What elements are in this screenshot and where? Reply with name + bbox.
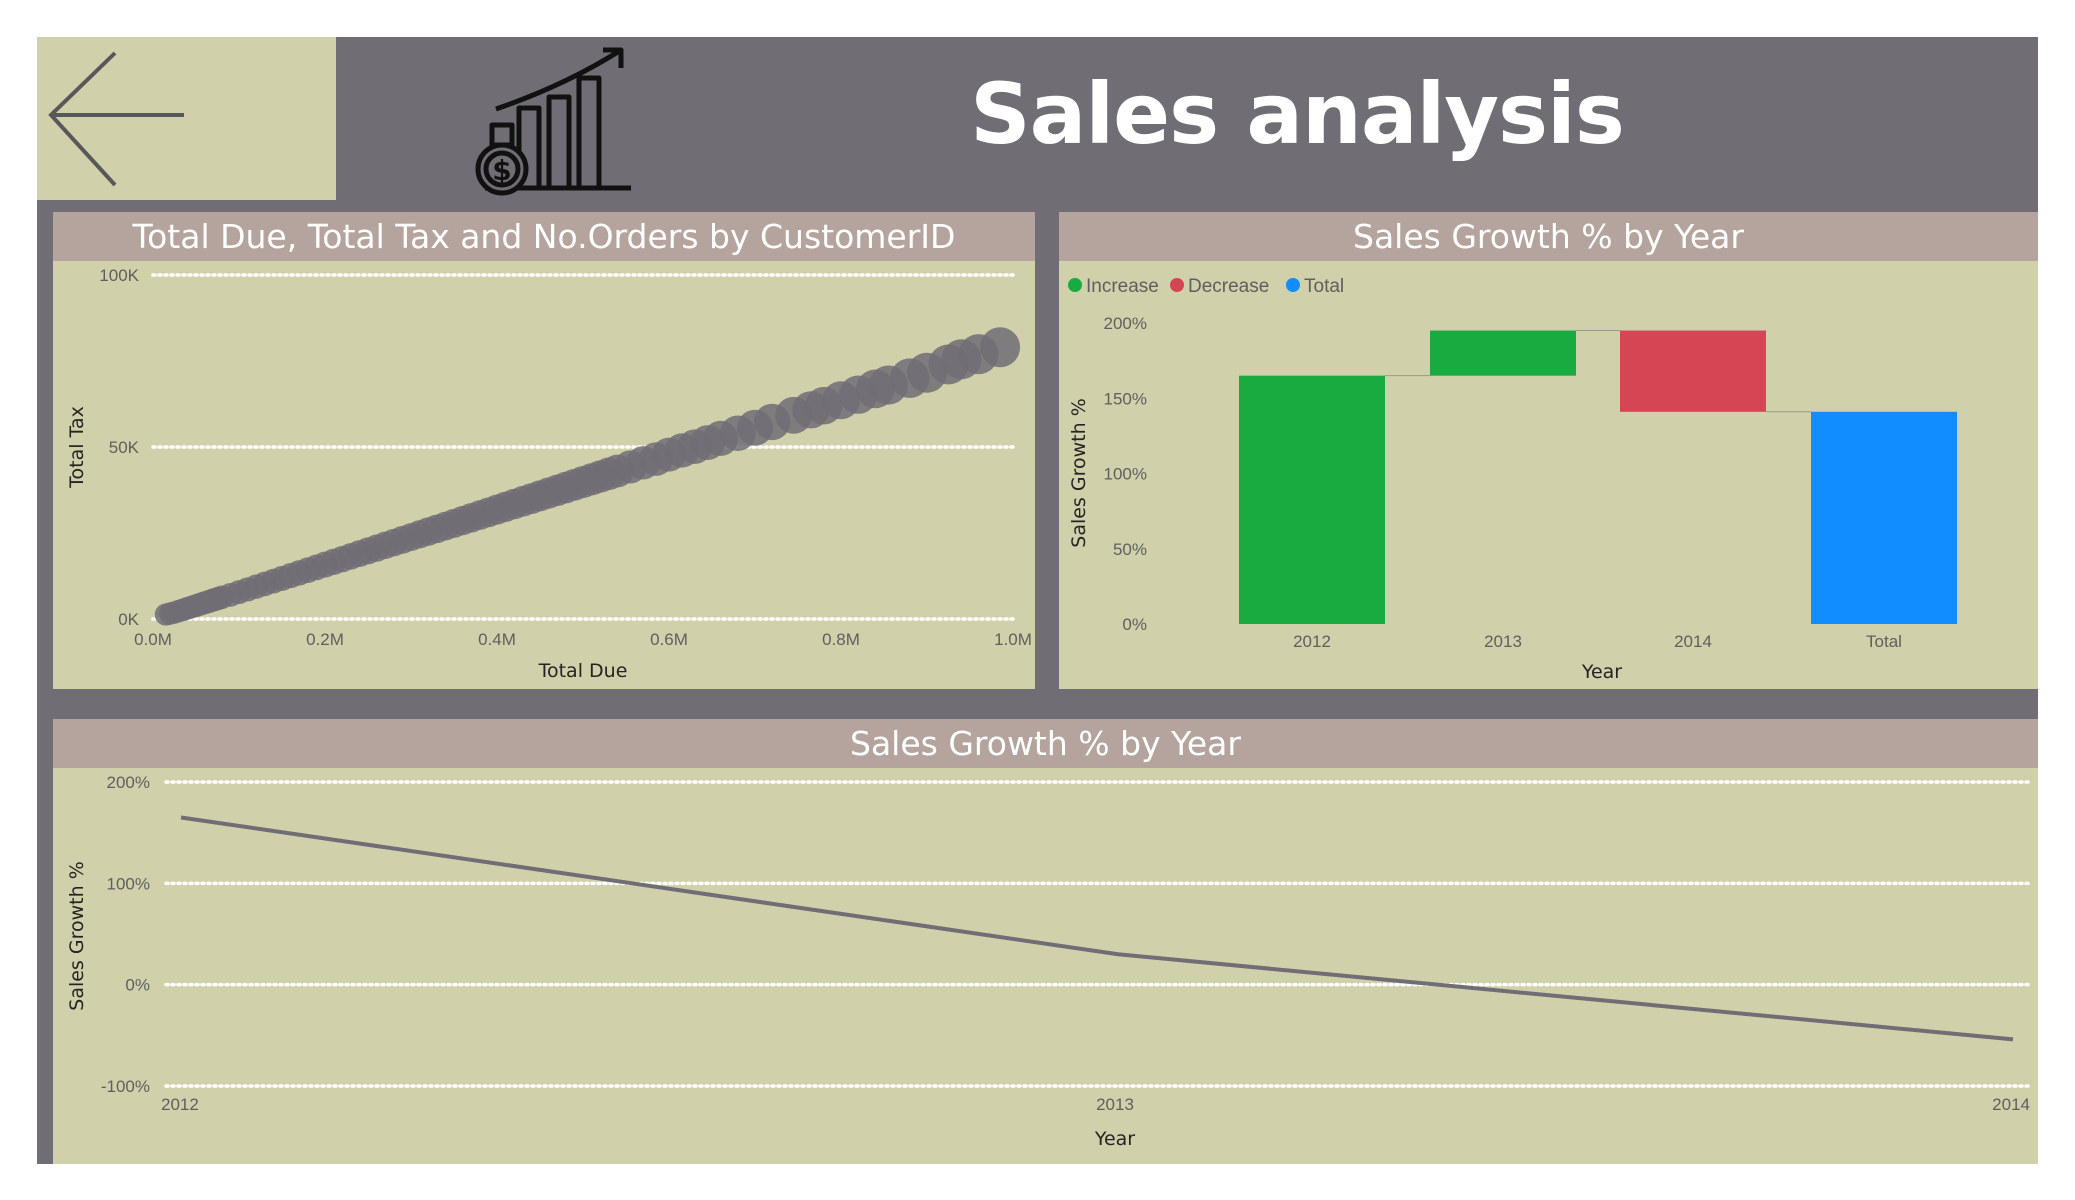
x-tick-label: Total bbox=[1866, 632, 1902, 651]
y-tick-label: 200% bbox=[1104, 314, 1147, 333]
y-tick-label: -100% bbox=[101, 1077, 150, 1096]
y-tick-label: 100K bbox=[99, 266, 139, 285]
x-tick-label: 0.2M bbox=[306, 630, 344, 649]
y-tick-label: 0% bbox=[1122, 615, 1147, 634]
legend-marker-decrease bbox=[1170, 278, 1184, 292]
waterfall-bar-2014 bbox=[1620, 330, 1766, 412]
scatter-chart-panel: Total Due, Total Tax and No.Orders by Cu… bbox=[53, 212, 1035, 689]
y-tick-label: 0% bbox=[125, 976, 150, 995]
svg-text:$: $ bbox=[492, 154, 511, 187]
x-tick-label: 1.0M bbox=[994, 630, 1032, 649]
x-tick-label: 2012 bbox=[161, 1095, 199, 1114]
waterfall-bar-2013 bbox=[1430, 330, 1576, 376]
x-tick-label: 2013 bbox=[1484, 632, 1522, 651]
legend-marker-total bbox=[1286, 278, 1300, 292]
scatter-chart-title: Total Due, Total Tax and No.Orders by Cu… bbox=[53, 212, 1035, 261]
y-axis-title: Sales Growth % bbox=[66, 861, 88, 1010]
x-tick-label: 0.0M bbox=[134, 630, 172, 649]
y-tick-label: 100% bbox=[1104, 465, 1147, 484]
y-tick-label: 200% bbox=[107, 773, 150, 792]
x-tick-label: 2012 bbox=[1293, 632, 1331, 651]
waterfall-chart[interactable]: 0% 50% 100% 150% 200% Increase Decrease Total 20… bbox=[1059, 261, 2038, 689]
line-chart[interactable]: 200% 100% 0% -100% 2012 2013 2014 Year Sales Gro… bbox=[53, 768, 2038, 1164]
y-tick-label: 50% bbox=[1113, 540, 1147, 559]
y-tick-label: 100% bbox=[107, 874, 150, 893]
scatter-point bbox=[980, 327, 1021, 368]
legend-label-increase: Increase bbox=[1086, 276, 1159, 297]
x-tick-label: 2014 bbox=[1992, 1095, 2030, 1114]
back-button[interactable] bbox=[37, 37, 336, 200]
scatter-chart[interactable]: 0K 50K 100K 0.0M 0.2M 0.4M 0.6M 0.8M 1.0M Total D… bbox=[53, 261, 1035, 689]
waterfall-bar-total bbox=[1811, 411, 1957, 624]
waterfall-chart-title: Sales Growth % by Year bbox=[1059, 212, 2038, 261]
line-chart-title: Sales Growth % by Year bbox=[53, 719, 2038, 768]
x-tick-label: 2013 bbox=[1096, 1095, 1134, 1114]
x-tick-label: 0.4M bbox=[478, 630, 516, 649]
sales-growth-line bbox=[180, 815, 2014, 1042]
y-axis-title: Sales Growth % bbox=[1068, 398, 1090, 547]
waterfall-bar-2012 bbox=[1239, 375, 1385, 624]
x-tick-label: 0.6M bbox=[650, 630, 688, 649]
line-chart-panel: Sales Growth % by Year 200% 100% 0% -100% 20… bbox=[53, 719, 2038, 1164]
x-axis-title: Year bbox=[1581, 661, 1622, 683]
y-axis-title: Total Tax bbox=[66, 406, 88, 489]
legend-label-decrease: Decrease bbox=[1188, 276, 1269, 297]
x-tick-label: 0.8M bbox=[822, 630, 860, 649]
arrow-left-icon bbox=[48, 51, 184, 187]
report-title: Sales analysis bbox=[970, 65, 1625, 163]
waterfall-chart-panel: Sales Growth % by Year 0% 50% 100% 150% 200%… bbox=[1059, 212, 2038, 689]
x-axis-title: Total Due bbox=[538, 660, 628, 682]
x-tick-label: 2014 bbox=[1674, 632, 1712, 651]
report-canvas: $ Sales analysis Total Due, Total Tax an… bbox=[37, 37, 2038, 1164]
legend-label-total: Total bbox=[1304, 276, 1344, 297]
legend-marker-increase bbox=[1068, 278, 1082, 292]
x-axis-title: Year bbox=[1094, 1128, 1135, 1150]
sales-growth-chart-dollar-icon: $ bbox=[471, 45, 641, 209]
y-tick-label: 50K bbox=[109, 438, 140, 457]
y-tick-label: 0K bbox=[118, 610, 139, 629]
y-tick-label: 150% bbox=[1104, 389, 1147, 408]
